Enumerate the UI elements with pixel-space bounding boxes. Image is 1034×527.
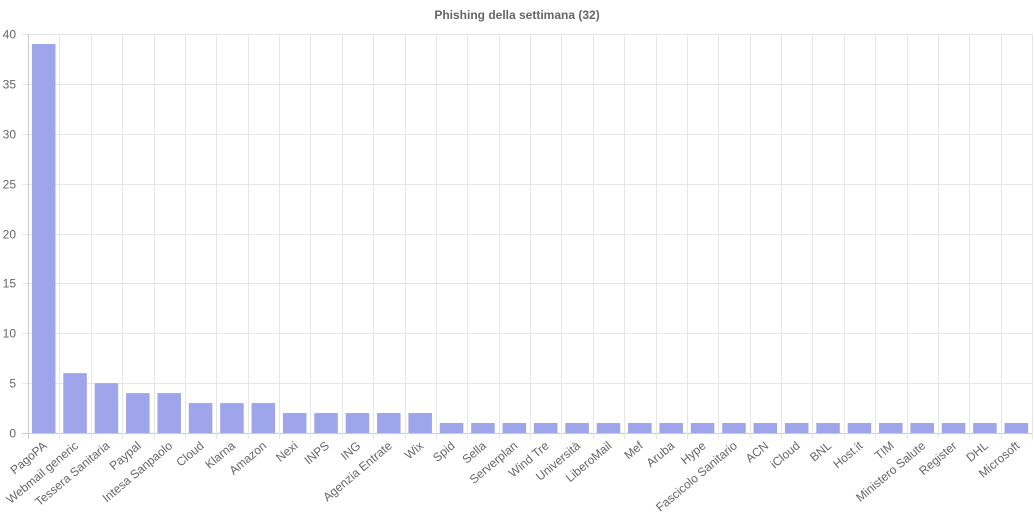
y-tick-label: 15 <box>3 277 17 291</box>
x-tick-label: Spid <box>430 439 457 465</box>
y-tick-label: 35 <box>3 78 17 92</box>
y-tick-label: 0 <box>9 427 16 441</box>
x-tick-label: Mef <box>621 438 646 462</box>
bar[interactable] <box>157 393 181 433</box>
bar[interactable] <box>784 423 809 433</box>
bar[interactable] <box>251 403 276 433</box>
bar[interactable] <box>377 413 401 433</box>
y-tick-label: 5 <box>9 377 16 391</box>
y-tick-label: 30 <box>3 128 17 142</box>
x-tick-label: Host.it <box>830 438 866 471</box>
x-tick-label: Wix <box>402 439 426 463</box>
bar[interactable] <box>408 413 432 433</box>
y-axis-ticks: 0 5 10 15 20 25 30 35 40 <box>3 28 17 441</box>
bars <box>31 43 1029 433</box>
x-tick-label: iCloud <box>768 439 803 472</box>
bar[interactable] <box>628 423 652 433</box>
bar[interactable] <box>282 413 307 433</box>
x-tick-label: Cloud <box>173 439 206 470</box>
x-tick-label: INPS <box>302 439 332 468</box>
bar[interactable] <box>722 423 746 433</box>
y-tick-label: 25 <box>3 178 17 192</box>
x-tick-label: Nexi <box>273 439 300 465</box>
bar[interactable] <box>220 403 244 433</box>
y-tick-label: 10 <box>3 327 17 341</box>
x-tick-label: TIM <box>872 439 897 463</box>
bar[interactable] <box>31 43 56 433</box>
bar[interactable] <box>502 423 527 433</box>
y-tick-label: 20 <box>3 228 17 242</box>
bar[interactable] <box>1004 423 1029 433</box>
x-tick-label: ACN <box>743 439 771 466</box>
bar[interactable] <box>439 423 464 433</box>
bar[interactable] <box>188 403 213 433</box>
bar[interactable] <box>565 423 589 433</box>
chart-title: Phishing della settimana (32) <box>434 8 600 22</box>
bar[interactable] <box>941 423 966 433</box>
bar[interactable] <box>596 423 621 433</box>
bar[interactable] <box>63 373 87 433</box>
bar[interactable] <box>973 423 997 433</box>
bar[interactable] <box>94 383 119 433</box>
y-tick-label: 40 <box>3 28 17 42</box>
bar[interactable] <box>659 423 683 433</box>
bar[interactable] <box>690 423 715 433</box>
bar[interactable] <box>910 423 934 433</box>
grid <box>22 34 1033 439</box>
bar[interactable] <box>345 413 370 433</box>
bar[interactable] <box>314 413 338 433</box>
bar[interactable] <box>471 423 495 433</box>
bar[interactable] <box>126 393 150 433</box>
bar[interactable] <box>847 423 872 433</box>
bar[interactable] <box>816 423 840 433</box>
bar[interactable] <box>533 423 558 433</box>
x-tick-label: Aruba <box>644 438 678 470</box>
bar[interactable] <box>879 423 903 433</box>
bar[interactable] <box>753 423 778 433</box>
